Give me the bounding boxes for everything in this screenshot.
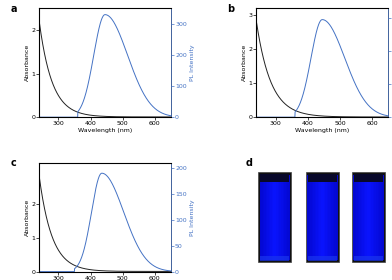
Bar: [358, 175, 359, 260]
Bar: [377, 175, 379, 260]
Text: d: d: [246, 158, 253, 169]
Bar: [352, 172, 385, 262]
Bar: [364, 175, 365, 260]
Bar: [336, 175, 338, 260]
Bar: [374, 175, 376, 260]
Bar: [334, 175, 336, 260]
Text: c: c: [10, 158, 16, 169]
Bar: [354, 256, 383, 261]
Bar: [275, 175, 277, 260]
Y-axis label: Absorbance: Absorbance: [25, 44, 30, 81]
Y-axis label: PL Intensity: PL Intensity: [190, 45, 194, 81]
Bar: [266, 175, 267, 260]
Bar: [362, 175, 364, 260]
Bar: [272, 175, 274, 260]
Bar: [315, 175, 316, 260]
Bar: [270, 175, 272, 260]
Bar: [308, 174, 337, 182]
Bar: [371, 175, 373, 260]
Bar: [308, 256, 337, 261]
X-axis label: Wavelength (nm): Wavelength (nm): [295, 128, 349, 133]
Y-axis label: PL Intensity: PL Intensity: [190, 199, 194, 235]
Bar: [322, 175, 324, 260]
Bar: [260, 174, 289, 261]
Y-axis label: Absorbance: Absorbance: [242, 44, 247, 81]
Bar: [327, 175, 328, 260]
Bar: [279, 175, 281, 260]
Bar: [289, 175, 290, 260]
Bar: [370, 175, 372, 260]
Bar: [260, 175, 261, 260]
Bar: [310, 175, 312, 260]
Bar: [309, 175, 310, 260]
Bar: [356, 175, 358, 260]
Bar: [361, 175, 363, 260]
Bar: [359, 175, 361, 260]
Bar: [318, 175, 319, 260]
Bar: [373, 175, 375, 260]
Bar: [267, 175, 269, 260]
Bar: [284, 175, 286, 260]
Bar: [306, 172, 339, 262]
Bar: [260, 256, 289, 261]
Bar: [354, 174, 383, 261]
Bar: [319, 175, 321, 260]
X-axis label: Wavelength (nm): Wavelength (nm): [78, 128, 132, 133]
Bar: [263, 175, 265, 260]
Bar: [312, 175, 313, 260]
Bar: [269, 175, 270, 260]
Bar: [368, 175, 370, 260]
Bar: [258, 172, 291, 262]
Bar: [333, 175, 335, 260]
Bar: [382, 175, 384, 260]
Bar: [321, 175, 323, 260]
Bar: [379, 175, 381, 260]
Y-axis label: Absorbance: Absorbance: [25, 199, 30, 236]
Bar: [328, 175, 330, 260]
Text: b: b: [227, 4, 234, 14]
Bar: [367, 175, 368, 260]
Bar: [260, 174, 289, 182]
Bar: [354, 174, 383, 182]
Bar: [365, 175, 367, 260]
Bar: [355, 175, 356, 260]
Bar: [273, 175, 275, 260]
Bar: [281, 175, 283, 260]
Bar: [376, 175, 378, 260]
Bar: [316, 175, 318, 260]
Bar: [278, 175, 279, 260]
Bar: [261, 175, 263, 260]
Bar: [353, 175, 355, 260]
Bar: [332, 175, 333, 260]
Bar: [325, 175, 327, 260]
Bar: [324, 175, 325, 260]
Bar: [264, 175, 266, 260]
Text: a: a: [10, 4, 17, 14]
Bar: [313, 175, 315, 260]
Bar: [285, 175, 287, 260]
Bar: [307, 175, 309, 260]
Bar: [308, 174, 337, 261]
Bar: [287, 175, 289, 260]
Bar: [330, 175, 332, 260]
Bar: [381, 175, 382, 260]
Bar: [276, 175, 278, 260]
Bar: [283, 175, 284, 260]
